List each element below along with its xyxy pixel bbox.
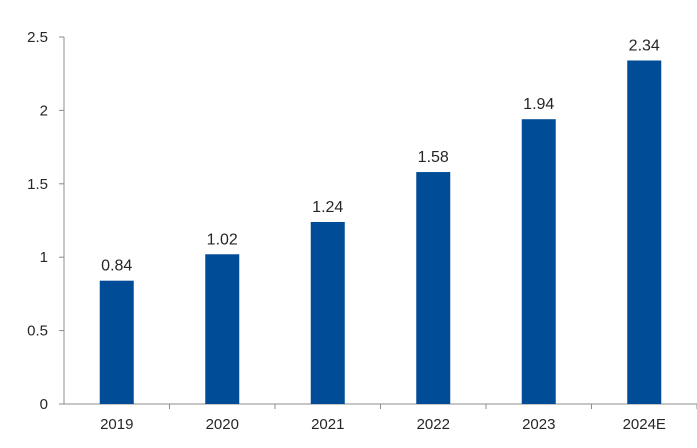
data-label-2020: 1.02	[207, 231, 238, 248]
data-label-2024E: 2.34	[629, 37, 660, 54]
y-tick-label: 2.5	[27, 29, 48, 46]
x-tick-label: 2020	[206, 416, 239, 433]
y-tick-label: 0.5	[27, 323, 48, 340]
y-tick-label: 1.5	[27, 176, 48, 193]
bar-2024E	[627, 60, 662, 404]
data-label-2023: 1.94	[523, 96, 554, 113]
data-label-2019: 0.84	[101, 258, 132, 275]
x-tick-label: 2023	[522, 416, 555, 433]
x-tick-label: 2022	[417, 416, 450, 433]
y-axis: 0 0.5 1 1.5 2 2.5	[27, 29, 65, 413]
data-labels: 0.84 1.02 1.24 1.58 1.94 2.34	[101, 37, 660, 274]
data-label-2022: 1.58	[418, 149, 449, 166]
bar-2022	[416, 172, 451, 404]
bar-2019	[99, 280, 134, 404]
y-tick-label: 1	[40, 249, 48, 266]
bar-2021	[310, 221, 345, 404]
x-axis: 2019 2020 2021 2022 2023 2024E	[64, 403, 697, 433]
bar-2020	[205, 254, 240, 404]
bar-2023	[521, 119, 556, 404]
y-tick-label: 0	[40, 396, 48, 413]
bars	[99, 60, 662, 404]
data-label-2021: 1.24	[312, 199, 343, 216]
y-tick-label: 2	[40, 102, 48, 119]
x-tick-label: 2021	[311, 416, 344, 433]
x-tick-label: 2019	[100, 416, 133, 433]
x-tick-label: 2024E	[623, 416, 666, 433]
